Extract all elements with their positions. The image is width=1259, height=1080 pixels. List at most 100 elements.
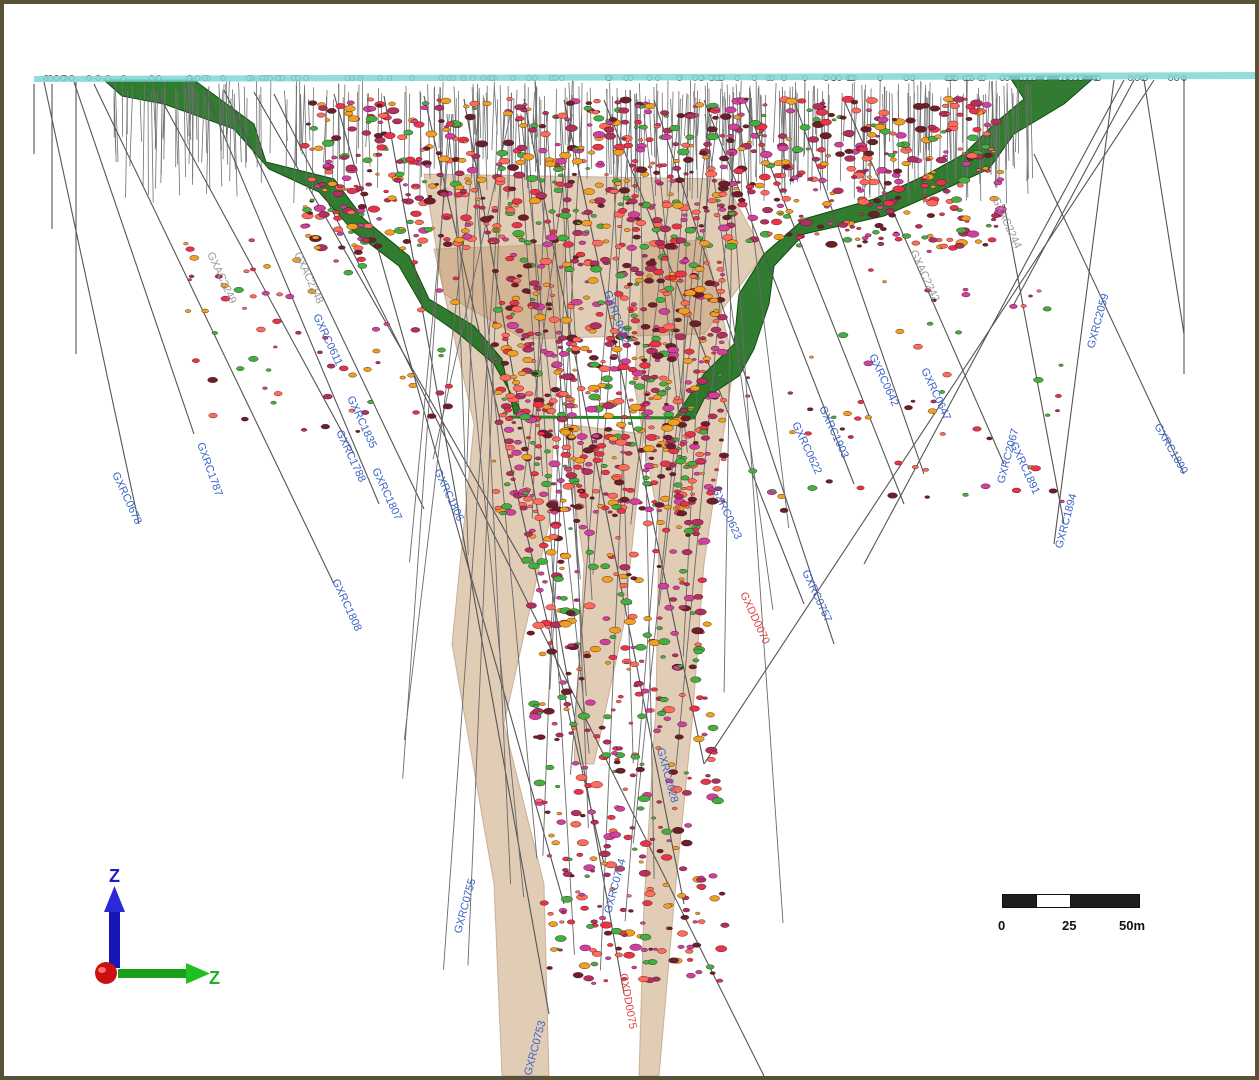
assay-interval (499, 374, 512, 382)
assay-interval (435, 288, 444, 293)
assay-interval (518, 393, 525, 397)
assay-interval (946, 237, 954, 242)
assay-interval (637, 806, 645, 811)
assay-interval (492, 223, 502, 229)
assay-interval (656, 278, 666, 284)
assay-interval (677, 279, 684, 283)
assay-interval (327, 208, 335, 212)
assay-interval (878, 109, 890, 117)
assay-interval (452, 276, 459, 281)
assay-interval (856, 485, 865, 491)
assay-interval (570, 258, 580, 264)
assay-interval (401, 198, 408, 203)
assay-interval (700, 778, 712, 785)
assay-interval (714, 468, 719, 472)
assay-interval (574, 570, 580, 574)
assay-interval (615, 699, 622, 704)
assay-interval (548, 460, 561, 468)
drillhole-trace (468, 113, 538, 859)
assay-interval (505, 315, 514, 320)
assay-interval (642, 475, 650, 480)
assay-interval (504, 509, 517, 516)
assay-interval (609, 635, 617, 639)
assay-interval (623, 178, 631, 183)
assay-interval (622, 195, 631, 201)
assay-interval (983, 122, 992, 128)
assay-interval (584, 230, 590, 234)
assay-interval (800, 219, 813, 227)
assay-interval (642, 343, 649, 348)
drillhole-trace (1025, 85, 1029, 194)
assay-interval (557, 559, 565, 564)
assay-interval (989, 195, 999, 202)
drillhole-trace (162, 87, 166, 139)
assay-interval (559, 506, 569, 513)
drillhole-trace (43, 81, 140, 525)
assay-interval (697, 919, 706, 924)
assay-interval (703, 209, 710, 213)
drillhole-trace (739, 97, 743, 147)
drillhole-trace (471, 86, 475, 162)
assay-interval (887, 153, 896, 158)
drillhole-trace (1033, 153, 1185, 475)
assay-interval (662, 342, 668, 346)
assay-interval (346, 223, 359, 230)
assay-interval (502, 139, 515, 147)
assay-interval (624, 327, 631, 332)
assay-interval (577, 145, 585, 150)
assay-interval (910, 399, 916, 403)
assay-interval (812, 188, 819, 192)
assay-interval (703, 261, 710, 265)
assay-interval (533, 779, 546, 787)
drillhole-trace (954, 95, 957, 179)
assay-interval (705, 170, 718, 178)
assay-interval (445, 121, 455, 127)
assay-interval (581, 765, 589, 770)
assay-interval (335, 103, 346, 109)
assay-interval (619, 907, 627, 912)
assay-interval (702, 205, 709, 210)
assay-interval (444, 383, 453, 389)
assay-interval (510, 312, 516, 316)
assay-interval (827, 112, 835, 118)
assay-interval (629, 403, 642, 411)
assay-interval (550, 482, 557, 486)
assay-interval (844, 155, 856, 162)
assay-interval (882, 280, 887, 284)
assay-interval (718, 278, 726, 283)
assay-interval (719, 273, 726, 277)
assay-interval (623, 951, 636, 959)
assay-interval (816, 224, 825, 229)
drillhole-trace (304, 84, 308, 190)
hole-label-gxrc0678: GXRC0678 (109, 470, 144, 526)
assay-interval (336, 232, 344, 236)
assay-interval (332, 210, 340, 215)
drillhole-trace (642, 96, 646, 178)
assay-interval (512, 380, 521, 385)
assay-interval (584, 874, 590, 878)
assay-interval (642, 445, 655, 453)
assay-interval (699, 229, 706, 233)
assay-interval (987, 237, 997, 243)
assay-interval (526, 331, 535, 336)
assay-interval (663, 323, 676, 331)
assay-interval (770, 489, 776, 493)
assay-interval (641, 254, 648, 258)
drillhole-trace (73, 81, 195, 435)
assay-interval (867, 178, 880, 186)
assay-interval (501, 503, 513, 510)
assay-interval (242, 306, 247, 310)
assay-interval (904, 405, 913, 411)
drillhole-trace (253, 91, 525, 565)
assay-interval (581, 468, 594, 475)
assay-interval (668, 957, 679, 964)
assay-interval (980, 483, 991, 490)
assay-interval (702, 155, 710, 160)
assay-interval (990, 118, 1002, 125)
assay-interval (583, 602, 596, 610)
3d-viewport[interactable]: GXRC0678 GXRC1787 GXAC2249 GXAC2248 GXRC0611… (4, 4, 1255, 1076)
drillhole-trace (560, 113, 593, 601)
assay-interval (527, 127, 537, 133)
assay-interval (670, 630, 679, 636)
